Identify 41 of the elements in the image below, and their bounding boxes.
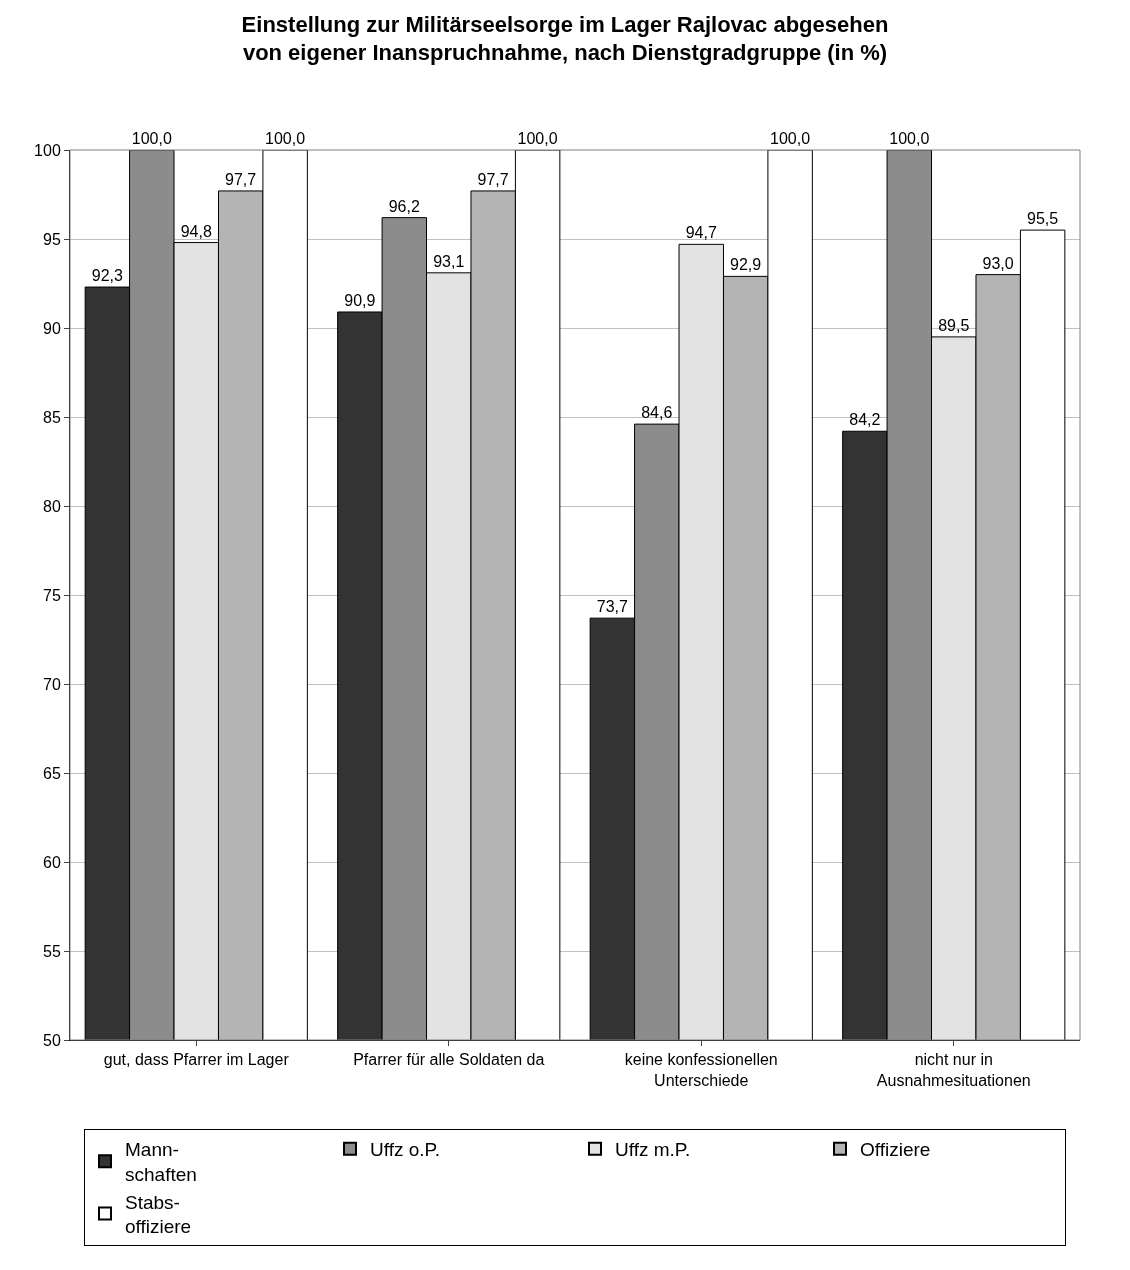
x-tick-label: Pfarrer für alle Soldaten da <box>353 1051 545 1069</box>
y-tick-label: 85 <box>43 408 61 426</box>
data-label: 94,8 <box>180 222 212 240</box>
data-label: 84,6 <box>641 404 673 422</box>
data-label: 100,0 <box>265 130 306 147</box>
data-label: 100,0 <box>770 130 811 147</box>
y-tick-label: 90 <box>43 319 61 337</box>
chart-title: Einstellung zur Militärseelsorge im Lager Rajlovac abgesehen von eigener Inanspruchnahme, nach Dienstgradgruppe (in %) <box>241 11 889 66</box>
legend-label: Offiziere <box>860 1139 931 1161</box>
y-tick-label: 50 <box>43 1031 61 1049</box>
y-tick-label: 65 <box>43 764 61 782</box>
data-label: 94,7 <box>685 224 717 242</box>
y-tick-label: 60 <box>43 853 61 871</box>
y-tick-label: 75 <box>43 586 61 604</box>
data-label: 73,7 <box>596 598 628 616</box>
data-label: 92,3 <box>91 267 123 285</box>
data-label: 89,5 <box>938 316 970 334</box>
x-tick-label: gut, dass Pfarrer im Lager <box>103 1051 290 1069</box>
data-label: 100,0 <box>889 130 930 147</box>
data-label: 84,2 <box>849 411 881 429</box>
legend-label: Stabs- offiziere <box>125 1191 192 1238</box>
data-label: 93,1 <box>433 252 465 270</box>
legend-label: Mann- schaften <box>125 1139 197 1185</box>
y-tick-label: 100 <box>34 141 61 159</box>
y-tick-label: 80 <box>43 497 61 515</box>
y-tick-label: 95 <box>43 230 61 248</box>
x-tick-label: nicht nur in Ausnahmesituationen <box>876 1051 1031 1089</box>
data-label: 100,0 <box>517 130 558 147</box>
data-label: 97,7 <box>225 170 257 188</box>
legend-label: Uffz o.P. <box>370 1139 441 1161</box>
data-label: 93,0 <box>982 254 1014 272</box>
data-label: 96,2 <box>388 197 420 215</box>
data-label: 97,7 <box>477 170 509 188</box>
x-tick-label: keine konfessionellen Unterschiede <box>624 1051 778 1089</box>
data-label: 95,5 <box>1027 210 1059 228</box>
y-tick-label: 55 <box>43 942 61 960</box>
data-label: 90,9 <box>344 291 376 309</box>
data-label: 100,0 <box>131 130 172 147</box>
data-label: 92,9 <box>730 256 762 274</box>
y-tick-label: 70 <box>43 675 61 693</box>
legend-label: Uffz m.P. <box>615 1139 691 1161</box>
